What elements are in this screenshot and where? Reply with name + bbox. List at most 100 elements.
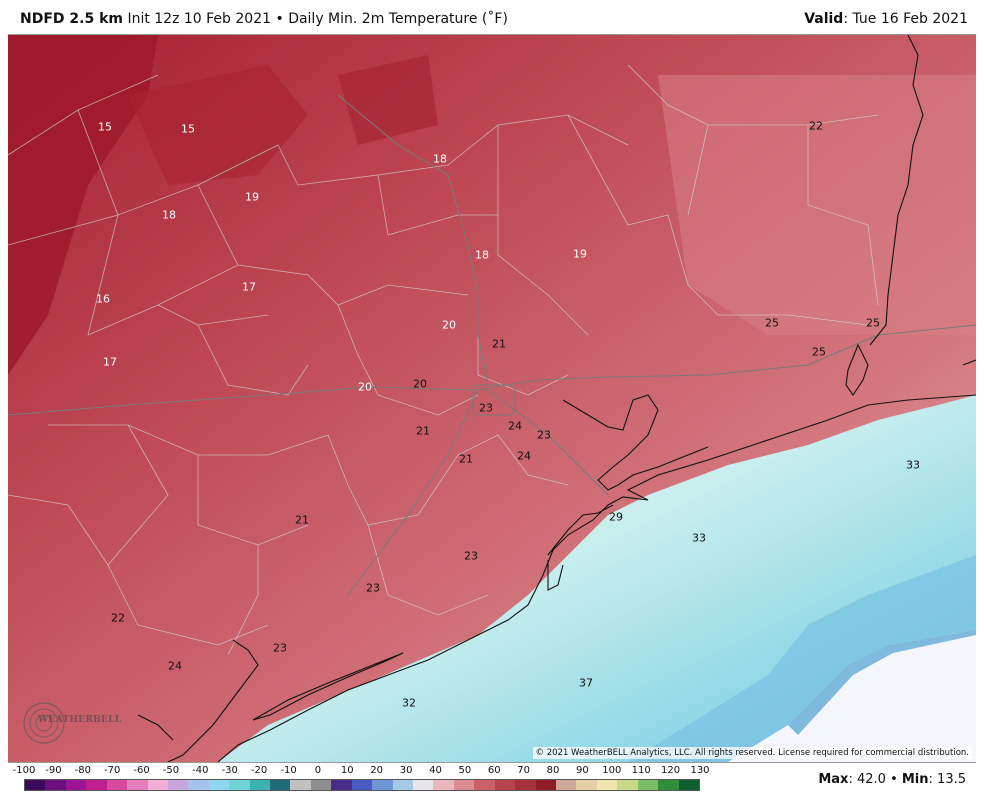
coastline: [137, 35, 976, 762]
temp-label: 32: [402, 696, 416, 710]
temp-label: 15: [181, 122, 195, 136]
max-min-stats: Max: 42.0 • Min: 13.5: [818, 772, 966, 787]
colorbar-segment: [331, 780, 352, 790]
temp-label: 23: [273, 641, 287, 655]
colorbar-segment: [413, 780, 434, 790]
colorbar-segment: [555, 780, 577, 790]
colorbar-segment: [106, 780, 128, 790]
temp-label: 16: [96, 292, 110, 306]
temp-label: 24: [168, 659, 182, 673]
colorbar-tick-label: 90: [576, 765, 589, 776]
temp-label: 19: [573, 247, 587, 261]
colorbar-segment: [576, 780, 597, 790]
cold-core: [8, 35, 158, 375]
colorbar-segment: [678, 780, 699, 790]
temp-label: 17: [242, 280, 256, 294]
colorbar-tick-label: 50: [458, 765, 472, 776]
colorbar-tick-label: 10: [340, 765, 354, 776]
temp-label: 25: [866, 316, 880, 330]
colorbar-tick-label: -40: [192, 765, 209, 776]
temp-label: 33: [906, 458, 920, 472]
max-value: : 42.0: [848, 772, 886, 787]
colorbar-segment: [494, 780, 516, 790]
colorbar-segment: [535, 780, 556, 790]
colorbar-tick-label: -90: [45, 765, 62, 776]
colorbar-segment: [127, 780, 148, 790]
model-name: NDFD 2.5 km: [20, 11, 123, 27]
weatherbell-watermark: WEATHERBELL: [22, 698, 121, 748]
temp-label: 22: [809, 119, 823, 133]
colorbar-segment: [392, 780, 414, 790]
colorbar-tick-label: 40: [429, 765, 442, 776]
colorbar-segment: [249, 780, 271, 790]
colorbar-tick-label: -60: [133, 765, 150, 776]
coldest-water: [728, 630, 976, 762]
colorbar-segment: [229, 780, 250, 790]
colorbar-tick-label: 20: [370, 765, 384, 776]
colorbar-tick-label: -100: [12, 765, 36, 776]
colorbar-segment: [290, 780, 311, 790]
temp-label: 23: [479, 401, 493, 415]
colorbar-tick-label: 60: [487, 765, 501, 776]
temp-label: 33: [692, 531, 706, 545]
colorbar-tick-label: 0: [314, 765, 322, 776]
field-name: Daily Min. 2m Temperature (˚F): [288, 11, 508, 27]
title-bullet: •: [275, 11, 284, 27]
temp-label: 22: [111, 611, 125, 625]
colorbar-tick-label: -70: [104, 765, 121, 776]
colorbar-segment: [658, 780, 679, 790]
temp-label: 21: [492, 337, 506, 351]
temp-label: 21: [459, 452, 473, 466]
warm-northeast: [658, 75, 976, 335]
stats-bullet: •: [890, 772, 898, 787]
temp-label: 25: [812, 345, 826, 359]
map-header: NDFD 2.5 km Init 12z 10 Feb 2021 • Daily…: [0, 0, 984, 34]
colorbar-segment: [596, 780, 618, 790]
colorbar-segment: [45, 780, 66, 790]
watermark-swirl-icon: [23, 702, 65, 744]
colorbar-tick-label: -50: [162, 765, 180, 776]
colorbar-tick-label: 110: [631, 765, 651, 776]
temp-label: 20: [413, 377, 427, 391]
colorbar-segment: [270, 780, 291, 790]
colorbar-segment: [65, 780, 87, 790]
temp-label: 18: [433, 152, 447, 166]
colorbar-tick-label: 80: [546, 765, 560, 776]
county-lines: [8, 64, 879, 656]
cold-water-edge: [788, 630, 976, 735]
colorbar-tick-label: 130: [690, 765, 710, 776]
temperature-map: 15 15 18 19 18 22 18 19 17 16 20 21 25 2…: [8, 34, 976, 763]
colorbar-segment: [474, 780, 495, 790]
temp-label: 20: [442, 318, 456, 332]
colorbar-segment: [208, 780, 230, 790]
temp-label: 15: [98, 120, 112, 134]
temp-label: 21: [416, 424, 430, 438]
colorbar-tick-label: -10: [280, 765, 297, 776]
colorbar-bar: [24, 779, 700, 791]
temp-label: 18: [475, 248, 489, 262]
copyright-notice: © 2021 WeatherBELL Analytics, LLC. All r…: [532, 747, 972, 759]
colorbar-segment: [617, 780, 638, 790]
valid-label: Valid: [804, 11, 844, 27]
min-value: : 13.5: [928, 772, 966, 787]
colorbar-tick-label: -80: [74, 765, 91, 776]
colorbar-tick-label: 100: [602, 765, 622, 776]
temp-label: 29: [609, 510, 623, 524]
colorbar-segment: [25, 780, 46, 790]
colorbar-segment: [515, 780, 536, 790]
colorbar-segment: [188, 780, 209, 790]
colorbar-ticks: -100 -90 -80 -70 -60 -50 -40 -30 -20 -10 0 10 20 30 40…: [13, 765, 710, 779]
temp-label: 18: [162, 208, 176, 222]
cold-patch-2: [338, 55, 438, 145]
min-label: Min: [901, 772, 929, 787]
cold-patch: [128, 65, 308, 185]
map-title: NDFD 2.5 km Init 12z 10 Feb 2021 • Daily…: [20, 11, 508, 27]
temp-label: 23: [464, 549, 478, 563]
watermark-text: WEATHERBELL: [38, 715, 122, 725]
colorbar-tick-label: -20: [250, 765, 268, 776]
colorbar-segment: [637, 780, 659, 790]
colorbar-segment: [310, 780, 332, 790]
highways: [8, 94, 976, 596]
temp-label: 20: [358, 380, 372, 394]
colorbar-tick-label: 120: [661, 765, 681, 776]
